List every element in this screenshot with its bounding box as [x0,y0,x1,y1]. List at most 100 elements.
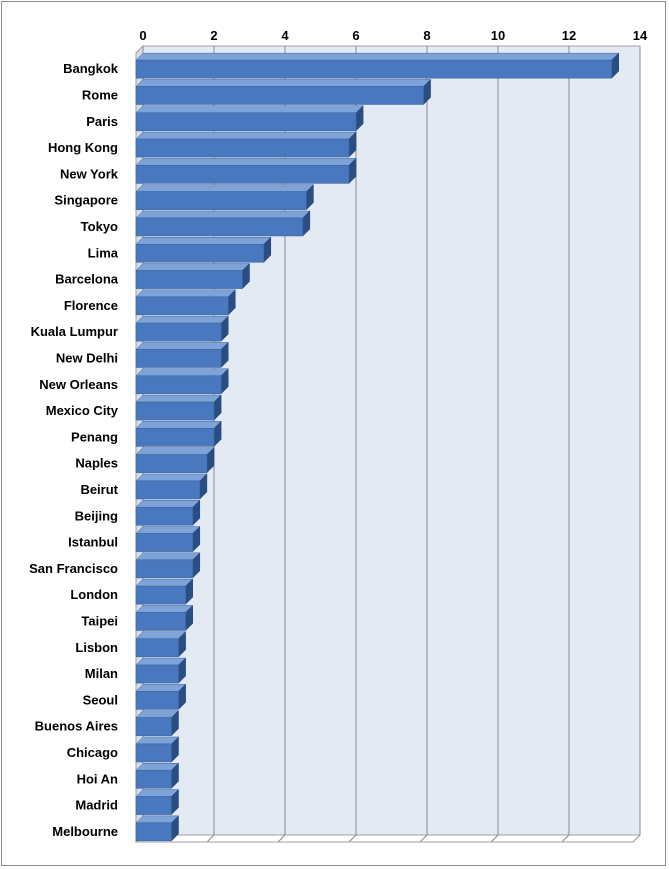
bar [135,349,222,368]
bar-top-face [135,763,180,771]
bar [135,454,208,473]
category-label: Melbourne [52,824,118,839]
category-label: Paris [86,114,118,129]
bar-top-face [135,789,180,797]
bar [135,165,350,184]
bar-top-face [135,421,222,429]
category-label: London [70,587,118,602]
bar [135,59,613,79]
bar [135,322,222,342]
category-label: San Francisco [29,561,118,576]
bar-top-face [135,184,315,192]
bar [135,296,229,316]
bar [135,612,187,631]
bar [135,796,172,815]
category-label: Chicago [67,745,118,760]
category-label: Istanbul [68,535,118,550]
x-tick-label: 14 [633,28,648,43]
category-label: New Orleans [39,377,118,392]
category-label: New York [60,166,119,181]
bar [135,664,179,684]
category-label: Seoul [83,692,118,707]
bar [135,191,307,210]
bar [135,243,265,263]
category-label: Tokyo [81,219,118,234]
bar-top-face [135,605,194,613]
category-label: Lima [88,245,119,260]
bar-top-face [135,368,229,376]
category-label: Rome [82,87,118,102]
bar-top-face [135,631,187,639]
bar-top-face [135,394,222,403]
bar-top-face [135,210,311,219]
category-label: Mexico City [46,403,119,418]
bar-top-face [135,657,187,666]
bar [135,375,222,395]
x-tick-label: 10 [491,28,505,43]
x-tick-label: 6 [352,28,359,43]
x-tick-label: 4 [281,28,289,43]
category-label: Naples [75,456,118,471]
category-label: Bangkok [63,61,119,76]
bar-top-face [135,500,201,508]
gridline-floor [561,834,570,843]
bar [135,428,215,447]
bar [135,270,243,289]
bar-top-face [135,79,432,87]
bar-top-face [135,131,357,140]
category-label: Hoi An [77,771,118,786]
bar [135,533,194,552]
bar [135,506,194,526]
category-label: Taipei [81,613,118,628]
bar-top-face [135,158,357,166]
bar [135,585,187,605]
category-label: Beirut [80,482,118,497]
gridline-floor [277,834,286,843]
category-label: Kuala Lumpur [31,324,118,339]
bar-top-face [135,447,215,455]
bar [135,86,424,105]
bar [135,691,179,710]
category-label: Buenos Aires [35,719,118,734]
bar-top-face [135,578,194,587]
category-label: Penang [71,429,118,444]
bar [135,822,172,842]
bar [135,559,194,579]
gridline-floor [348,834,357,843]
bar [135,769,172,789]
category-label: Barcelona [55,272,119,287]
bar-top-face [135,473,208,482]
category-label: Milan [85,666,118,681]
category-label: Madrid [75,798,118,813]
bar-top-face [135,710,180,718]
floor-edge [632,834,641,843]
bar [135,217,304,237]
bar-top-face [135,263,251,271]
category-label: Lisbon [75,640,118,655]
bar-top-face [135,342,229,350]
x-tick-label: 2 [210,28,217,43]
bar [135,743,172,763]
category-label: Florence [64,298,118,313]
bar-top-face [135,52,620,61]
category-label: Beijing [75,508,118,523]
bar-top-face [135,815,180,824]
bar [135,717,172,736]
bar [135,480,201,500]
bar [135,401,215,421]
category-label: New Delhi [56,350,118,365]
bar [135,638,179,658]
bar-top-face [135,684,187,692]
bar-top-face [135,736,180,745]
x-tick-label: 12 [562,28,576,43]
bar [135,112,357,132]
x-tick-label: 0 [139,28,146,43]
gridline-floor [490,834,499,843]
bar [135,138,350,158]
category-label: Singapore [54,193,118,208]
category-label: Hong Kong [48,140,118,155]
gridline-floor [419,834,428,843]
bar-top-face [135,289,236,298]
bar-top-face [135,552,201,561]
